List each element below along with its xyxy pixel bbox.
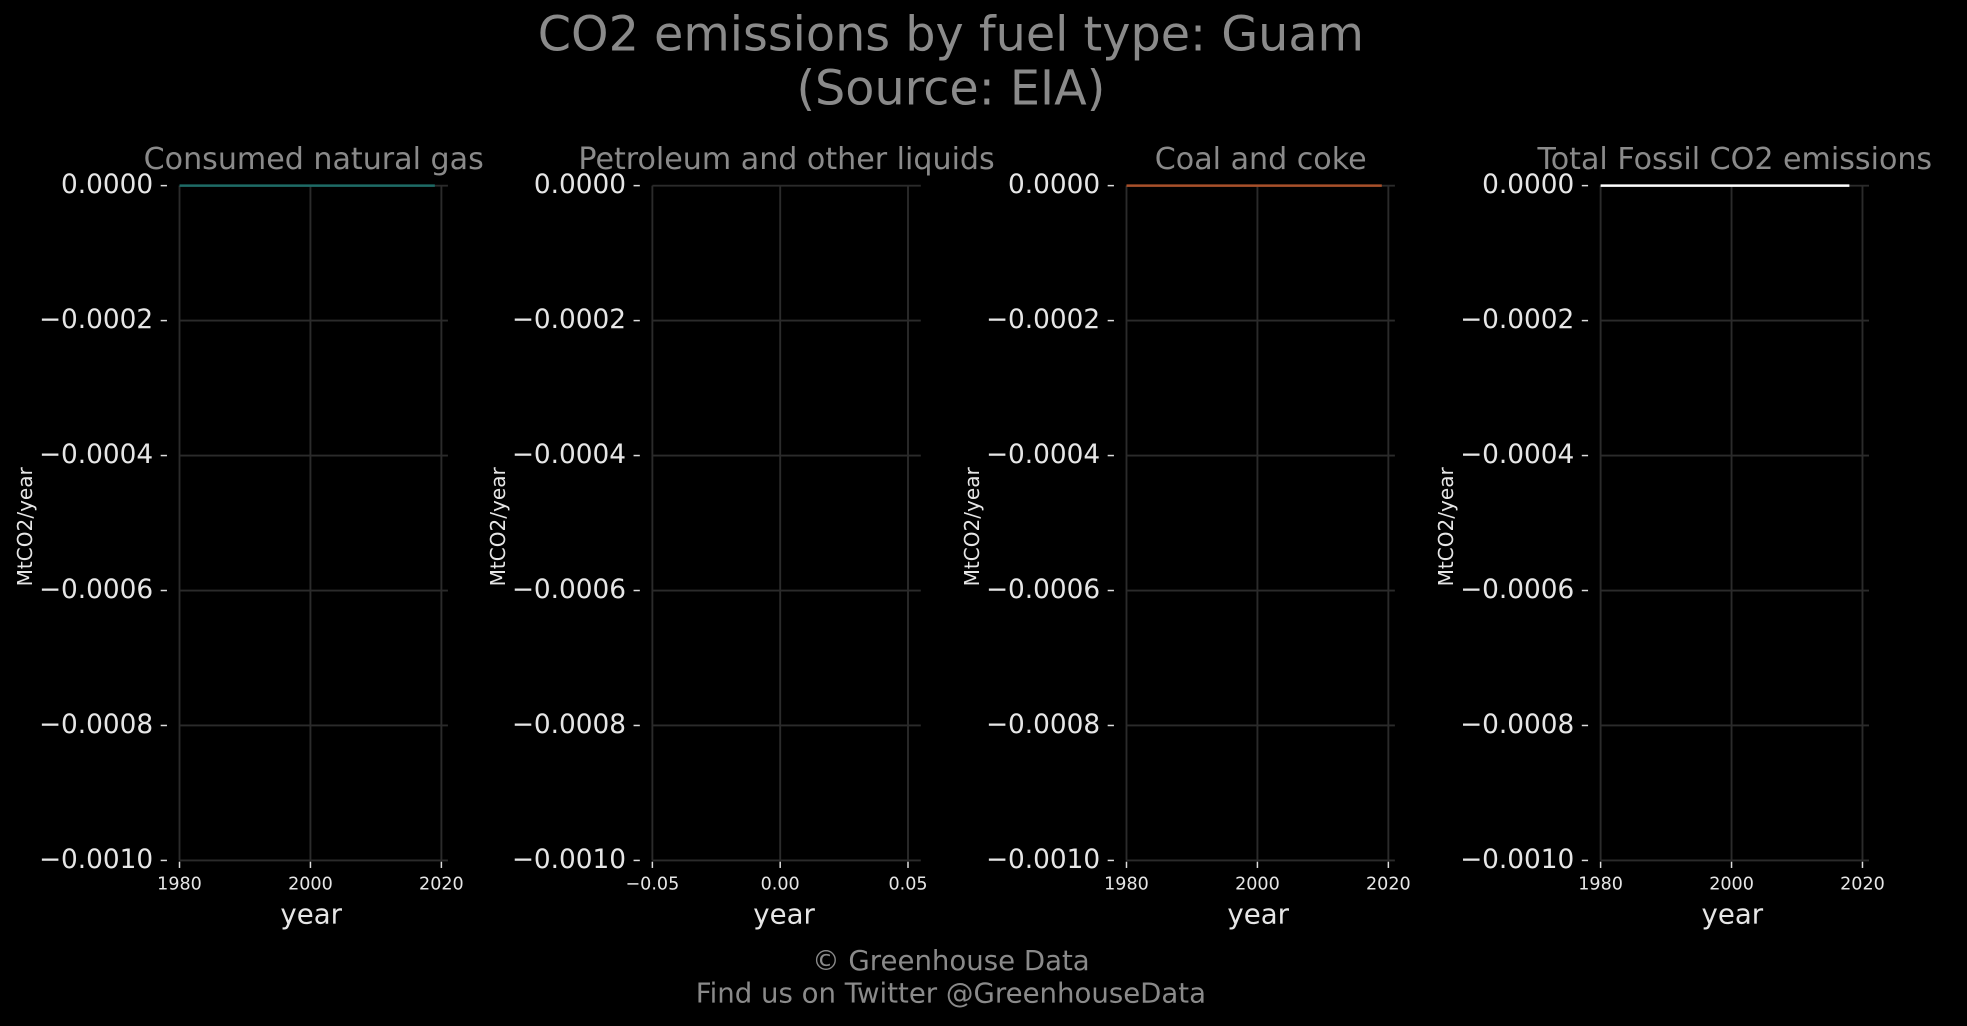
y-tick-label: −0.0006 bbox=[39, 575, 153, 605]
y-tick-label: −0.0006 bbox=[986, 575, 1100, 605]
y-tick-label: −0.0002 bbox=[512, 305, 626, 335]
subplot-title: Total Fossil CO2 emissions bbox=[1536, 142, 1932, 177]
y-tick-label: −0.0002 bbox=[1460, 305, 1574, 335]
x-axis-label: year bbox=[280, 898, 342, 931]
x-tick-label: 1980 bbox=[157, 874, 202, 894]
y-axis-label: MtCO2/year bbox=[960, 466, 984, 586]
subplot-title: Petroleum and other liquids bbox=[578, 142, 994, 177]
footer-line: © Greenhouse Data bbox=[812, 944, 1090, 977]
y-tick-label: −0.0008 bbox=[986, 710, 1100, 740]
y-axis-label: MtCO2/year bbox=[486, 466, 510, 586]
x-tick-label: 1980 bbox=[1578, 874, 1623, 894]
x-tick-label: 2000 bbox=[1235, 874, 1280, 894]
y-tick-label: −0.0010 bbox=[1460, 845, 1574, 875]
x-tick-label: 2020 bbox=[1840, 874, 1885, 894]
x-tick-label: 1980 bbox=[1104, 874, 1149, 894]
y-tick-label: −0.0002 bbox=[986, 305, 1100, 335]
subplot-title: Consumed natural gas bbox=[144, 142, 484, 177]
subplot: Coal and coke 0.0000 −0.0002 −0.0004 −0.0006… bbox=[960, 142, 1411, 931]
x-tick-label: 0.05 bbox=[888, 874, 927, 894]
x-tick-label: −0.05 bbox=[625, 874, 679, 894]
y-tick-label: 0.0000 bbox=[1008, 170, 1100, 200]
y-tick-label: −0.0002 bbox=[39, 305, 153, 335]
y-tick-label: −0.0008 bbox=[39, 710, 153, 740]
y-axis-label: MtCO2/year bbox=[13, 466, 37, 586]
y-tick-label: 0.0000 bbox=[1482, 170, 1574, 200]
x-tick-label: 2020 bbox=[419, 874, 464, 894]
y-tick-label: −0.0004 bbox=[1460, 440, 1574, 470]
x-tick-label: 2000 bbox=[1709, 874, 1754, 894]
y-tick-label: −0.0006 bbox=[1460, 575, 1574, 605]
x-axis-label: year bbox=[753, 898, 815, 931]
y-tick-label: −0.0010 bbox=[512, 845, 626, 875]
y-axis-label: MtCO2/year bbox=[1434, 466, 1458, 586]
y-tick-label: 0.0000 bbox=[534, 170, 626, 200]
x-axis-label: year bbox=[1702, 898, 1764, 931]
y-tick-label: −0.0004 bbox=[986, 440, 1100, 470]
x-axis-label: year bbox=[1227, 898, 1289, 931]
subplot-title: Coal and coke bbox=[1155, 142, 1367, 177]
footer-line: Find us on Twitter @GreenhouseData bbox=[696, 977, 1206, 1010]
x-tick-label: 2000 bbox=[288, 874, 333, 894]
y-tick-label: −0.0008 bbox=[512, 710, 626, 740]
y-tick-label: −0.0010 bbox=[39, 845, 153, 875]
y-tick-label: −0.0008 bbox=[1460, 710, 1574, 740]
y-tick-label: 0.0000 bbox=[61, 170, 153, 200]
x-tick-label: 2020 bbox=[1366, 874, 1411, 894]
y-tick-label: −0.0010 bbox=[986, 845, 1100, 875]
figure-title: CO2 emissions by fuel type: Guam bbox=[538, 8, 1364, 63]
x-tick-label: 0.00 bbox=[761, 874, 800, 894]
y-tick-label: −0.0004 bbox=[39, 440, 153, 470]
y-tick-label: −0.0006 bbox=[512, 575, 626, 605]
y-tick-label: −0.0004 bbox=[512, 440, 626, 470]
figure-subtitle: (Source: EIA) bbox=[796, 62, 1105, 117]
